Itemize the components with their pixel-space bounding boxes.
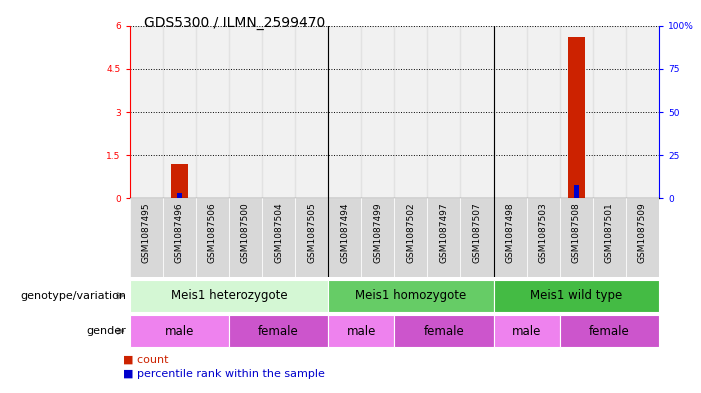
- Bar: [559, 198, 593, 277]
- Bar: [328, 198, 361, 277]
- Bar: [428, 26, 461, 198]
- Text: GSM1087498: GSM1087498: [505, 202, 515, 263]
- Bar: [262, 26, 295, 198]
- Bar: [494, 198, 526, 277]
- Text: genotype/variation: genotype/variation: [20, 291, 126, 301]
- Bar: [593, 26, 626, 198]
- Bar: [177, 193, 182, 198]
- Bar: [526, 26, 559, 198]
- Text: GSM1087501: GSM1087501: [605, 202, 614, 263]
- Bar: [196, 26, 229, 198]
- Text: GSM1087508: GSM1087508: [572, 202, 580, 263]
- Bar: [229, 198, 262, 277]
- Bar: [295, 198, 328, 277]
- Text: GSM1087504: GSM1087504: [274, 202, 283, 263]
- Text: GSM1087500: GSM1087500: [241, 202, 250, 263]
- Text: male: male: [165, 325, 194, 338]
- Text: GSM1087507: GSM1087507: [472, 202, 482, 263]
- Text: Meis1 heterozygote: Meis1 heterozygote: [170, 289, 287, 302]
- Bar: [163, 26, 196, 198]
- Bar: [559, 26, 593, 198]
- Bar: [328, 26, 361, 198]
- Text: GDS5300 / ILMN_2599470: GDS5300 / ILMN_2599470: [144, 16, 325, 30]
- Bar: [428, 198, 461, 277]
- Bar: [130, 315, 229, 347]
- Text: Meis1 homozygote: Meis1 homozygote: [355, 289, 466, 302]
- Bar: [130, 280, 328, 312]
- Text: gender: gender: [86, 326, 126, 336]
- Bar: [328, 315, 394, 347]
- Bar: [559, 315, 659, 347]
- Text: ■ count: ■ count: [123, 354, 168, 365]
- Text: GSM1087506: GSM1087506: [208, 202, 217, 263]
- Bar: [295, 26, 328, 198]
- Bar: [361, 198, 394, 277]
- Text: GSM1087497: GSM1087497: [440, 202, 449, 263]
- Text: GSM1087509: GSM1087509: [638, 202, 647, 263]
- Text: GSM1087505: GSM1087505: [307, 202, 316, 263]
- Text: male: male: [346, 325, 376, 338]
- Text: female: female: [423, 325, 464, 338]
- Bar: [229, 26, 262, 198]
- Bar: [229, 315, 328, 347]
- Text: GSM1087495: GSM1087495: [142, 202, 151, 263]
- Text: ■ percentile rank within the sample: ■ percentile rank within the sample: [123, 369, 325, 379]
- Bar: [171, 164, 188, 198]
- Bar: [494, 315, 559, 347]
- Bar: [573, 185, 579, 198]
- Bar: [626, 26, 659, 198]
- Text: GSM1087496: GSM1087496: [175, 202, 184, 263]
- Bar: [196, 198, 229, 277]
- Bar: [494, 280, 659, 312]
- Bar: [328, 280, 494, 312]
- Bar: [461, 26, 494, 198]
- Bar: [494, 26, 526, 198]
- Bar: [593, 198, 626, 277]
- Bar: [394, 198, 428, 277]
- Bar: [130, 198, 163, 277]
- Bar: [568, 37, 585, 198]
- Text: Meis1 wild type: Meis1 wild type: [530, 289, 622, 302]
- Text: GSM1087503: GSM1087503: [538, 202, 547, 263]
- Text: GSM1087502: GSM1087502: [407, 202, 416, 263]
- Bar: [626, 198, 659, 277]
- Text: GSM1087494: GSM1087494: [340, 202, 349, 263]
- Bar: [262, 198, 295, 277]
- Bar: [526, 198, 559, 277]
- Text: female: female: [258, 325, 299, 338]
- Bar: [394, 315, 494, 347]
- Text: GSM1087499: GSM1087499: [373, 202, 382, 263]
- Bar: [130, 26, 163, 198]
- Text: male: male: [512, 325, 541, 338]
- Bar: [361, 26, 394, 198]
- Text: female: female: [589, 325, 629, 338]
- Bar: [163, 198, 196, 277]
- Bar: [461, 198, 494, 277]
- Bar: [394, 26, 428, 198]
